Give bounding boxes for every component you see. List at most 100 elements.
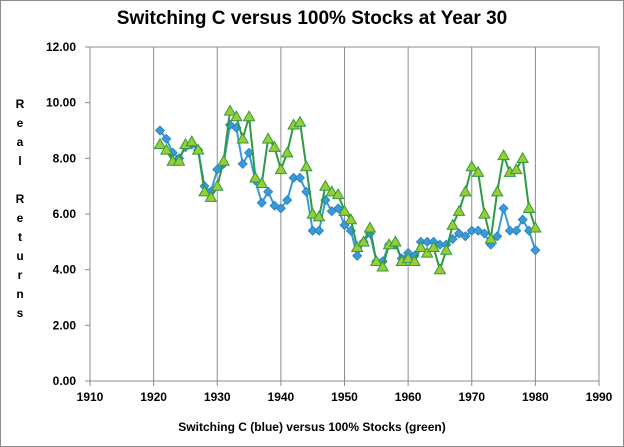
data-point-triangle	[389, 235, 402, 247]
data-point-triangle	[198, 185, 211, 197]
series-green	[153, 104, 542, 275]
x-tick-label: 1980	[522, 390, 549, 404]
data-point-triangle	[280, 146, 294, 158]
data-point-triangle	[268, 140, 281, 152]
data-point-triangle	[236, 132, 250, 144]
data-point-triangle	[210, 179, 224, 191]
data-point-triangle	[484, 232, 498, 244]
data-point-diamond	[256, 197, 267, 208]
x-tick-label: 1930	[204, 390, 231, 404]
data-point-triangle	[401, 252, 415, 264]
data-point-diamond	[517, 214, 528, 225]
data-point-diamond	[498, 203, 509, 214]
x-tick-label: 1940	[268, 390, 295, 404]
data-point-triangle	[439, 243, 453, 255]
data-point-diamond	[282, 195, 293, 206]
data-point-triangle	[465, 160, 479, 172]
data-point-triangle	[153, 137, 167, 150]
data-point-triangle	[414, 240, 428, 253]
x-tick-label: 1990	[586, 390, 613, 404]
y-tick-label: 4.00	[53, 263, 77, 277]
data-point-diamond	[161, 133, 172, 144]
data-point-triangle	[427, 240, 440, 253]
data-point-triangle	[338, 204, 351, 216]
series-line	[159, 123, 537, 263]
data-point-diamond	[333, 203, 344, 214]
data-point-triangle	[249, 171, 262, 183]
data-point-triangle	[357, 235, 370, 247]
x-axis-label: Switching C (blue) versus 100% Stocks (g…	[178, 420, 446, 434]
data-point-diamond	[275, 203, 286, 214]
x-tick-label: 1970	[458, 390, 485, 404]
x-tick-label: 1910	[77, 390, 104, 404]
y-tick-label: 12.00	[46, 40, 76, 54]
data-point-triangle	[350, 240, 364, 253]
data-point-triangle	[522, 201, 536, 214]
data-point-triangle	[191, 143, 205, 155]
data-point-diamond	[460, 231, 471, 242]
data-point-diamond	[511, 225, 522, 236]
data-point-diamond	[237, 158, 248, 169]
data-point-triangle	[376, 260, 390, 272]
y-axis-label-letter: t	[18, 230, 22, 244]
data-point-triangle	[299, 160, 313, 172]
data-point-triangle	[172, 154, 186, 166]
data-point-triangle	[229, 110, 243, 122]
data-point-diamond	[154, 125, 166, 136]
data-point-diamond	[492, 231, 503, 242]
data-point-triangle	[408, 254, 421, 266]
data-point-triangle	[363, 221, 377, 233]
data-point-diamond	[530, 245, 541, 256]
y-axis-label-letter: R	[15, 97, 25, 111]
data-point-triangle	[325, 185, 339, 197]
y-axis-label-letter: u	[16, 249, 24, 263]
data-point-triangle	[312, 210, 326, 222]
data-point-triangle	[274, 162, 288, 175]
series-group	[153, 104, 542, 275]
data-point-diamond	[212, 164, 223, 175]
data-point-triangle	[369, 254, 383, 266]
x-tick-label: 1950	[331, 390, 358, 404]
data-point-triangle	[478, 207, 491, 219]
data-point-diamond	[294, 172, 306, 183]
data-point-triangle	[319, 179, 332, 191]
y-axis-label-letter: r	[17, 268, 23, 282]
data-point-triangle	[293, 115, 307, 127]
y-axis-label-letter: e	[16, 116, 24, 130]
data-point-triangle	[516, 151, 530, 163]
y-axis-label-letter: a	[16, 135, 24, 149]
chart-title: Switching C versus 100% Stocks at Year 3…	[116, 8, 508, 29]
data-point-triangle	[529, 221, 542, 233]
data-point-triangle	[204, 190, 218, 202]
y-axis-label-letter: R	[15, 192, 25, 206]
data-point-triangle	[331, 188, 345, 200]
y-tick-label: 0.00	[53, 374, 77, 388]
data-point-diamond	[479, 228, 490, 239]
data-point-triangle	[306, 207, 320, 219]
data-point-triangle	[159, 143, 173, 155]
data-point-triangle	[261, 132, 275, 144]
data-point-triangle	[497, 149, 510, 161]
y-tick-label: 2.00	[53, 318, 77, 332]
x-tick-label: 1960	[395, 390, 422, 404]
data-point-diamond	[352, 250, 363, 261]
y-axis-label-letter: e	[16, 211, 24, 225]
data-point-triangle	[344, 213, 358, 225]
data-point-triangle	[420, 246, 434, 258]
y-axis-label-letter: s	[16, 306, 24, 320]
data-point-diamond	[263, 186, 274, 197]
data-point-triangle	[490, 185, 504, 197]
data-point-triangle	[223, 104, 237, 116]
data-point-triangle	[446, 218, 460, 230]
y-axis-label-letter: n	[16, 287, 24, 301]
data-point-triangle	[185, 135, 199, 147]
data-point-triangle	[255, 176, 269, 189]
y-tick-label: 6.00	[53, 207, 77, 221]
data-point-triangle	[459, 185, 472, 197]
y-axis-label-letter: l	[18, 154, 22, 168]
data-point-diamond	[313, 225, 325, 236]
y-tick-label: 8.00	[53, 151, 77, 165]
data-point-triangle	[509, 162, 523, 175]
